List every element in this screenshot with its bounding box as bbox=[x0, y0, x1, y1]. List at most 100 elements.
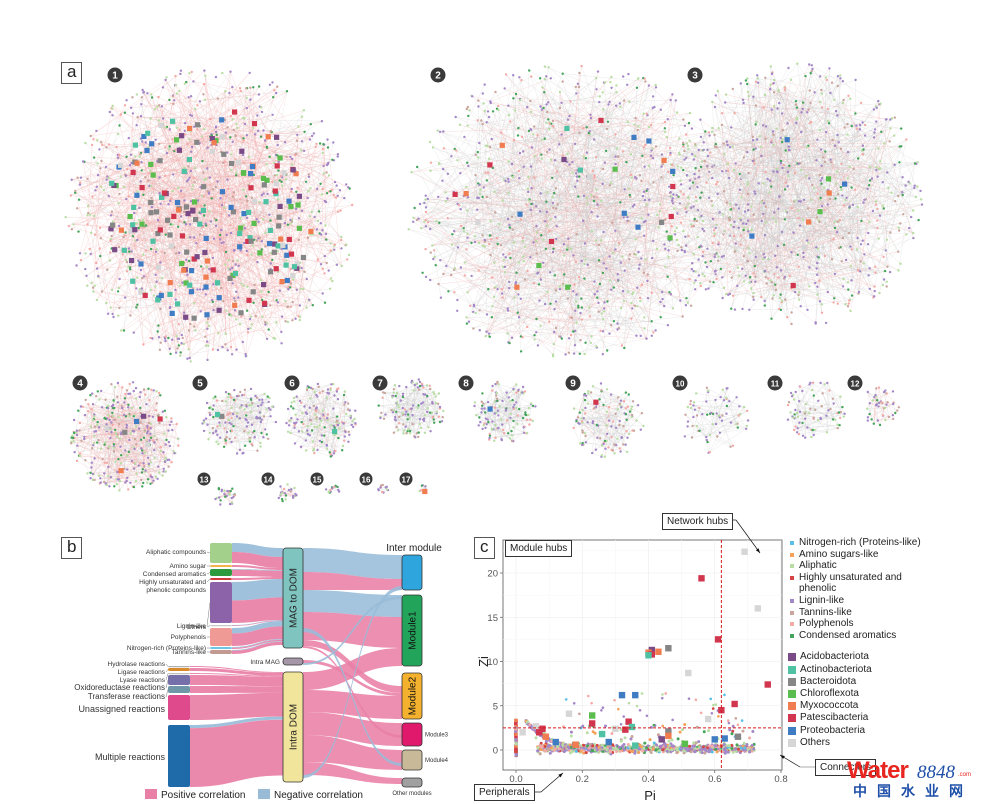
data-point bbox=[550, 745, 554, 749]
network-node bbox=[167, 440, 171, 444]
network-node bbox=[566, 246, 569, 249]
network-node bbox=[637, 125, 640, 128]
network-node bbox=[290, 190, 293, 193]
data-point bbox=[548, 747, 552, 751]
network-hub-node bbox=[266, 241, 273, 247]
network-node bbox=[608, 419, 611, 422]
network-node bbox=[688, 277, 691, 281]
network-node bbox=[404, 425, 407, 428]
network-node bbox=[293, 442, 297, 445]
data-point bbox=[750, 749, 754, 753]
data-point bbox=[539, 733, 543, 737]
network-node bbox=[516, 422, 519, 426]
network-node bbox=[548, 127, 551, 131]
network-node bbox=[801, 434, 805, 437]
network-node bbox=[772, 216, 775, 220]
network-node bbox=[827, 409, 830, 412]
network-node bbox=[261, 398, 264, 401]
network-node bbox=[276, 198, 280, 201]
network-node bbox=[602, 108, 605, 111]
network-node bbox=[819, 416, 822, 420]
network-node bbox=[583, 398, 587, 402]
network-node bbox=[231, 85, 234, 89]
network-node bbox=[183, 121, 187, 125]
network-node bbox=[542, 261, 545, 264]
network-node bbox=[140, 471, 144, 474]
data-point bbox=[682, 744, 686, 748]
network-node bbox=[591, 420, 595, 423]
data-point bbox=[555, 740, 559, 744]
network-node bbox=[828, 67, 831, 70]
network-node bbox=[484, 417, 488, 420]
network-node bbox=[874, 203, 877, 206]
network-hub-node bbox=[138, 261, 144, 267]
network-node bbox=[130, 161, 133, 165]
network-hub-node bbox=[281, 170, 287, 176]
network-node bbox=[824, 131, 828, 134]
network-hub-node bbox=[181, 168, 187, 174]
network-node bbox=[688, 111, 692, 115]
network-node bbox=[564, 353, 567, 356]
network-node bbox=[254, 394, 257, 398]
network-node bbox=[512, 139, 516, 142]
network-node bbox=[86, 472, 89, 475]
data-point bbox=[605, 743, 609, 747]
network-node bbox=[763, 304, 766, 307]
sankey-flow bbox=[232, 543, 283, 557]
network-node bbox=[701, 227, 704, 231]
network-node bbox=[691, 262, 694, 265]
network-node bbox=[237, 296, 240, 299]
network-node bbox=[294, 207, 298, 211]
network-node bbox=[321, 187, 324, 191]
network-node bbox=[146, 456, 150, 459]
network-node bbox=[118, 437, 122, 440]
network-node bbox=[474, 311, 477, 315]
network-node bbox=[281, 499, 284, 503]
data-point bbox=[514, 727, 518, 731]
network-node bbox=[598, 95, 601, 98]
network-node bbox=[904, 184, 907, 187]
network-node bbox=[634, 176, 637, 179]
network-node bbox=[152, 439, 155, 442]
network-hub-node bbox=[246, 297, 252, 303]
data-point bbox=[640, 744, 644, 748]
data-point bbox=[567, 744, 571, 748]
data-point bbox=[608, 743, 612, 747]
network-node bbox=[140, 438, 143, 441]
network-node bbox=[86, 177, 89, 180]
sankey-label-leader bbox=[206, 572, 211, 575]
network-node bbox=[247, 431, 250, 434]
network-node bbox=[431, 402, 434, 405]
sankey-left-node bbox=[210, 625, 232, 627]
network-node bbox=[284, 320, 287, 323]
network-node bbox=[179, 189, 183, 193]
network-hub-node bbox=[134, 160, 140, 166]
data-point bbox=[627, 747, 631, 751]
network-node bbox=[254, 133, 257, 136]
network-node bbox=[119, 113, 123, 116]
network-node bbox=[719, 396, 722, 399]
network-node bbox=[315, 228, 319, 231]
network-node bbox=[279, 174, 282, 178]
network-node bbox=[787, 174, 790, 178]
network-node bbox=[584, 441, 588, 444]
network-node bbox=[79, 405, 83, 408]
network-node bbox=[259, 279, 263, 282]
gridlines bbox=[503, 540, 782, 770]
network-node bbox=[543, 91, 546, 94]
network-node bbox=[347, 253, 351, 257]
network-node bbox=[250, 323, 253, 326]
network-node bbox=[594, 239, 598, 242]
network-node bbox=[531, 404, 535, 408]
network-node bbox=[417, 431, 420, 434]
network-node bbox=[603, 161, 607, 164]
network-node bbox=[607, 446, 610, 449]
data-point bbox=[738, 748, 742, 752]
network-node bbox=[178, 128, 181, 131]
network-node bbox=[870, 418, 873, 421]
network-node bbox=[326, 162, 330, 166]
network-hub-node bbox=[273, 266, 279, 272]
network-node bbox=[242, 284, 245, 287]
network-node bbox=[262, 415, 266, 418]
network-node bbox=[262, 436, 265, 439]
